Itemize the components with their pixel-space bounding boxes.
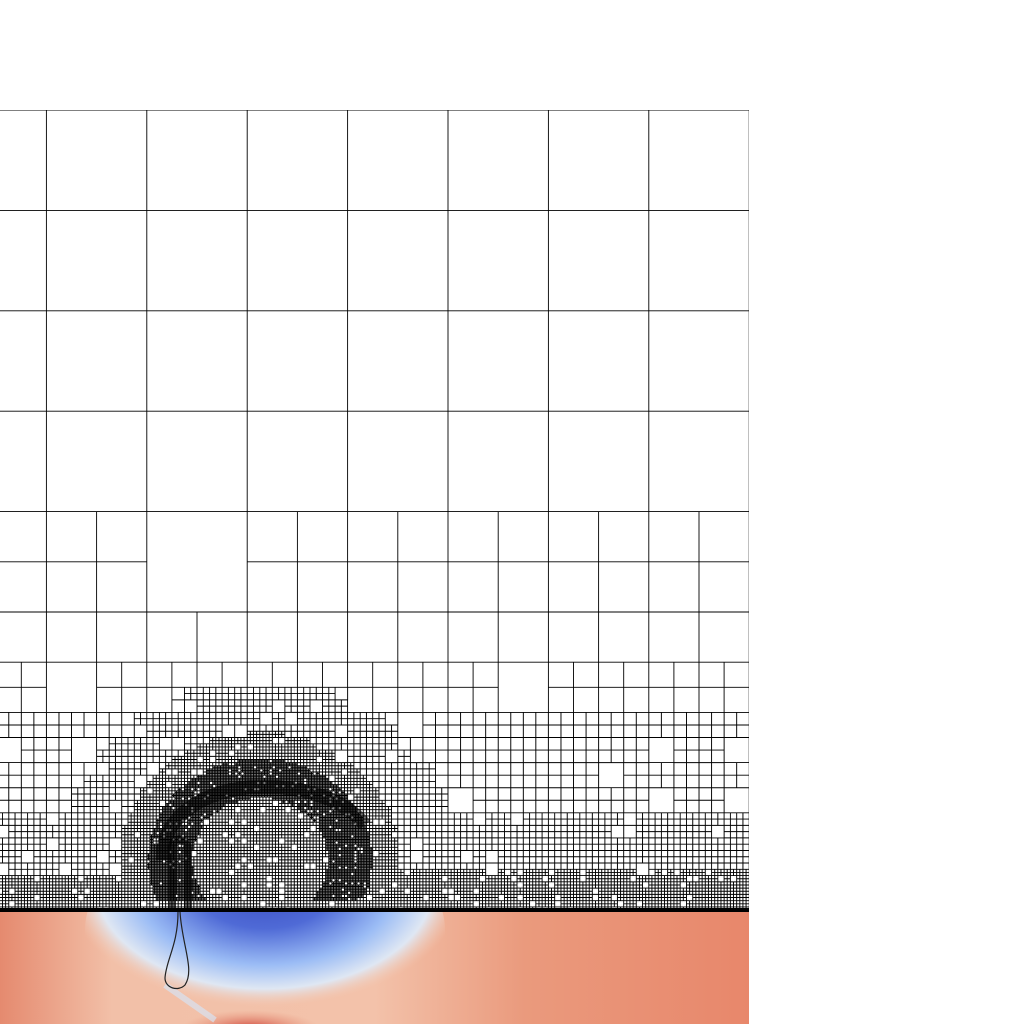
mesh-cells: [0, 110, 749, 912]
interface-band: [155, 779, 371, 861]
droplet-outline: [164, 912, 190, 990]
high-region: [183, 1010, 317, 1024]
neck-band: [167, 835, 193, 912]
wake: [163, 982, 217, 1023]
mesh: [0, 110, 749, 912]
field: [0, 912, 749, 1024]
surface-line: [0, 908, 749, 912]
